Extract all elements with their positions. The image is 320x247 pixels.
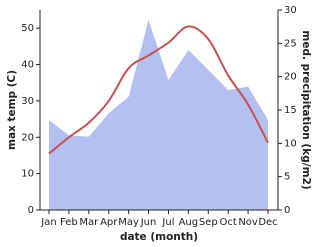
y-tick-label: 40: [21, 60, 34, 71]
y2-axis-label: med. precipitation (kg/m2): [300, 30, 312, 189]
x-tick-label: Aug: [179, 217, 199, 228]
x-tick-label: Oct: [220, 217, 237, 228]
temp-line: [48, 25, 269, 155]
y-tick-label: 30: [21, 96, 34, 107]
x-tick-label: Dec: [258, 217, 277, 228]
x-axis-label: date (month): [120, 231, 198, 243]
x-tick-label: Jan: [40, 217, 56, 228]
y-tick-label: 0: [28, 205, 34, 216]
x-tick-label: Sep: [199, 217, 218, 228]
y-axis-label: max temp (C): [6, 70, 18, 150]
y2-tick-label: 15: [284, 105, 297, 116]
y2-tick-label: 10: [284, 138, 297, 149]
x-tick-label: Apr: [100, 217, 118, 228]
y2-tick-label: 0: [284, 205, 290, 216]
x-tick-label: Feb: [60, 217, 78, 228]
x-tick-label: Nov: [238, 217, 258, 228]
y2-tick-label: 20: [284, 72, 297, 83]
y2-tick-label: 5: [284, 172, 290, 183]
y2-tick-label: 30: [284, 5, 297, 16]
x-tick-label: May: [118, 217, 139, 228]
y-tick-label: 50: [21, 23, 34, 34]
precipitation-area: [49, 20, 268, 210]
x-tick-label: Jun: [140, 217, 157, 228]
x-tick-label: Mar: [79, 217, 99, 228]
y-tick-label: 10: [21, 169, 34, 180]
y2-tick-label: 25: [284, 38, 297, 49]
y-tick-label: 20: [21, 132, 34, 143]
x-tick-label: Jul: [161, 217, 174, 228]
